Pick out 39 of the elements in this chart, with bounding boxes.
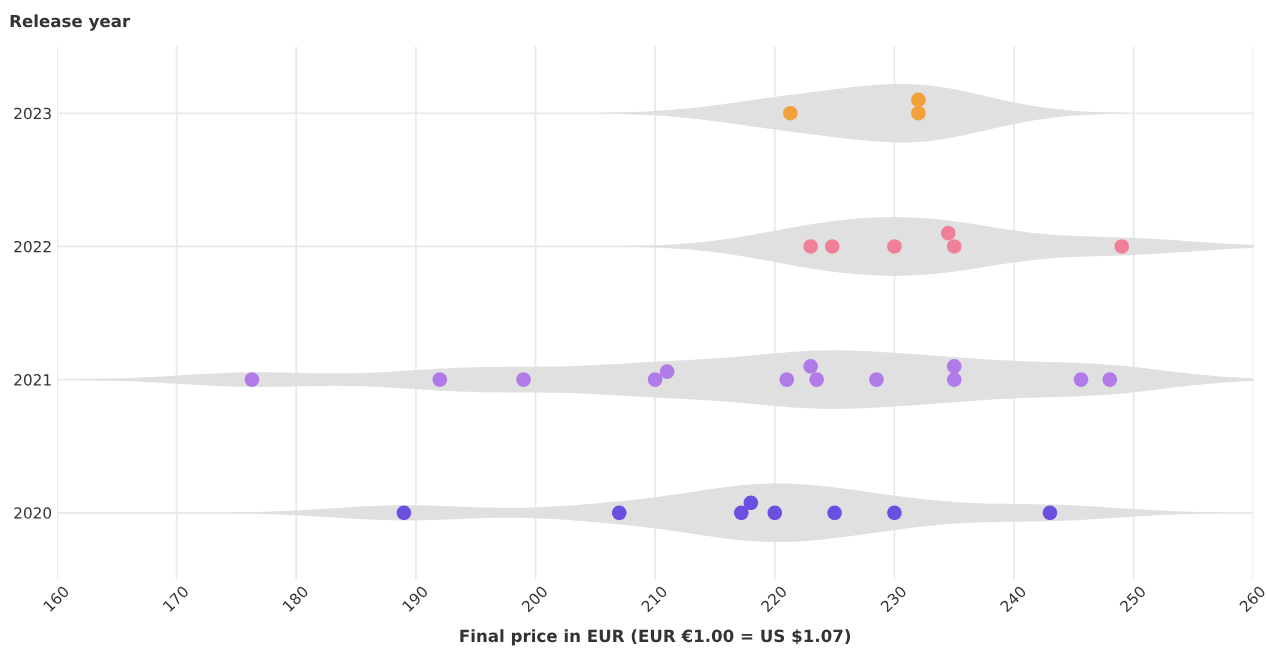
point — [911, 92, 926, 108]
point — [869, 372, 884, 387]
point — [827, 505, 842, 521]
point — [659, 364, 675, 379]
y-tick-label: 2022 — [14, 240, 51, 253]
point — [1073, 372, 1089, 387]
y-tick-label: 2020 — [14, 507, 52, 519]
point — [734, 505, 749, 521]
point — [1114, 239, 1130, 254]
point — [911, 105, 926, 121]
point — [743, 495, 759, 511]
y-tick-label: 2023 — [14, 107, 51, 120]
point — [946, 359, 962, 374]
x-tick-label: 190 — [401, 585, 429, 613]
point — [783, 105, 798, 121]
point — [647, 372, 663, 387]
y-tick-label: 2021 — [14, 374, 51, 386]
x-axis-title: Final price in EUR (EUR €1.00 = US $1.07) — [460, 629, 851, 646]
x-tick-label: 160 — [42, 585, 70, 613]
point — [767, 505, 783, 521]
x-tick-label: 240 — [999, 585, 1027, 613]
y-axis-title: Release year — [10, 14, 131, 31]
point — [516, 372, 531, 387]
point — [803, 239, 818, 254]
point — [809, 372, 824, 387]
point — [779, 372, 795, 387]
point — [611, 505, 627, 521]
point — [1042, 505, 1058, 521]
point — [887, 239, 902, 254]
point — [887, 505, 902, 521]
point — [1102, 372, 1118, 387]
point — [396, 505, 412, 521]
point — [824, 239, 840, 254]
point — [946, 372, 962, 387]
point — [244, 372, 260, 387]
point — [432, 372, 448, 387]
point — [940, 225, 956, 241]
point — [946, 239, 962, 254]
point — [803, 359, 818, 374]
